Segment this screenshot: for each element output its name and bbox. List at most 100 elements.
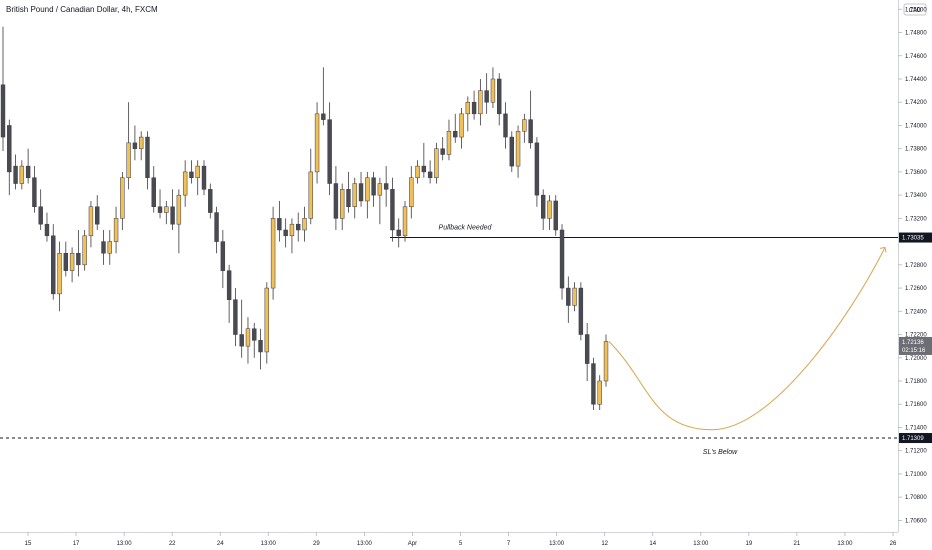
candle — [44, 212, 50, 242]
candle — [277, 200, 282, 242]
candle — [321, 67, 326, 126]
candle — [245, 317, 251, 364]
candle — [302, 206, 307, 242]
candle — [51, 224, 56, 300]
candle — [182, 160, 188, 207]
price-tick-label: 1.74800 — [905, 31, 927, 37]
candle — [201, 160, 207, 196]
price-tick-label: 1.72000 — [905, 356, 927, 362]
price-tick-label: 1.75000 — [905, 7, 927, 13]
time-tick-label: 13:00 — [117, 541, 133, 547]
candle — [415, 160, 420, 184]
svg-text:1.72136: 1.72136 — [902, 340, 924, 346]
price-tick-label: 1.73400 — [905, 193, 927, 199]
candle — [327, 102, 332, 196]
time-tick-label: 13:00 — [549, 541, 565, 547]
candle — [396, 218, 401, 248]
time-tick-label: Apr — [408, 541, 417, 547]
time-tick-label: 21 — [794, 541, 801, 547]
candle — [440, 137, 445, 161]
candle — [19, 160, 25, 190]
candle — [333, 166, 339, 230]
level-price-label: 1.71309 — [899, 433, 932, 444]
chart-title: British Pound / Canadian Dollar, 4h, FXC… — [6, 5, 158, 14]
candle — [270, 206, 276, 300]
candle — [145, 131, 150, 190]
candle — [503, 102, 508, 149]
candle — [239, 299, 244, 358]
candle — [377, 177, 383, 225]
candle — [220, 229, 226, 289]
candle — [57, 241, 62, 312]
price-tick-label: 1.72800 — [905, 263, 927, 269]
candle — [402, 200, 408, 242]
projection-curve — [608, 246, 887, 431]
candle — [82, 229, 87, 271]
candle — [566, 276, 571, 323]
price-tick-label: 1.70600 — [905, 518, 927, 524]
projection-arrowhead — [879, 246, 887, 253]
svg-text:1.71309: 1.71309 — [902, 436, 924, 442]
price-tick-label: 1.73200 — [905, 216, 927, 222]
candle — [88, 200, 94, 248]
price-tick-label: 1.71200 — [905, 449, 927, 455]
time-tick-label: 13:00 — [693, 541, 709, 547]
time-tick-label: 26 — [890, 541, 897, 547]
price-tick-label: 1.74000 — [905, 123, 927, 129]
candle — [584, 322, 590, 381]
candle — [547, 195, 552, 230]
price-tick-label: 1.72200 — [905, 333, 927, 339]
candle — [13, 154, 18, 190]
candle — [176, 189, 182, 254]
candle — [95, 195, 100, 230]
candle — [0, 26, 6, 152]
currency-badge[interactable]: CAD — [903, 3, 927, 16]
candle — [553, 195, 558, 236]
candle — [113, 206, 119, 254]
candle — [308, 148, 313, 225]
candle — [446, 119, 452, 161]
current-price-label: 1.72136 02:15:16 — [899, 336, 932, 355]
candle — [63, 241, 69, 277]
candle — [352, 177, 357, 219]
candle — [283, 218, 288, 248]
price-tick-label: 1.74600 — [905, 54, 927, 60]
horizontal-levels: Pullback Needed SL's Below — [0, 225, 898, 456]
price-tick-label: 1.74200 — [905, 100, 927, 106]
price-axis[interactable]: 1.75000 1.74800 1.74600 1.74400 1.74200 1.740… — [898, 7, 927, 524]
time-tick-label: 13:00 — [357, 541, 373, 547]
time-tick-label: 13:00 — [837, 541, 853, 547]
candle — [296, 212, 301, 242]
time-tick-label: 7 — [507, 541, 511, 547]
time-tick-label: 5 — [459, 541, 463, 547]
candle — [427, 160, 433, 184]
countdown-label: 02:15:16 — [902, 348, 926, 354]
candle — [497, 73, 502, 126]
candle — [421, 142, 427, 178]
time-tick-label: 22 — [169, 541, 176, 547]
level-note: Pullback Needed — [439, 225, 493, 232]
time-tick-label: 29 — [313, 541, 320, 547]
candle — [522, 113, 527, 143]
time-tick-label: 17 — [73, 541, 80, 547]
candle — [465, 96, 471, 132]
candles — [0, 26, 609, 411]
svg-text:1.73035: 1.73035 — [902, 236, 924, 242]
candle — [258, 328, 263, 370]
candle — [559, 224, 565, 300]
price-tick-label: 1.73600 — [905, 170, 927, 176]
candle — [7, 119, 12, 196]
level-note: SL's Below — [703, 449, 738, 456]
time-tick-label: 12 — [601, 541, 608, 547]
candle — [459, 108, 464, 149]
candle — [453, 113, 458, 143]
candle — [478, 78, 483, 126]
time-axis[interactable]: 15 17 13:00 22 24 13:00 29 13:00 Apr 5 7 13:00 12 14 1… — [25, 532, 897, 547]
time-tick-label: 14 — [649, 541, 656, 547]
candle — [233, 288, 238, 347]
currency-label: CAD — [909, 8, 922, 14]
candle — [189, 160, 194, 184]
candle — [214, 206, 219, 254]
price-tick-label: 1.72600 — [905, 286, 927, 292]
